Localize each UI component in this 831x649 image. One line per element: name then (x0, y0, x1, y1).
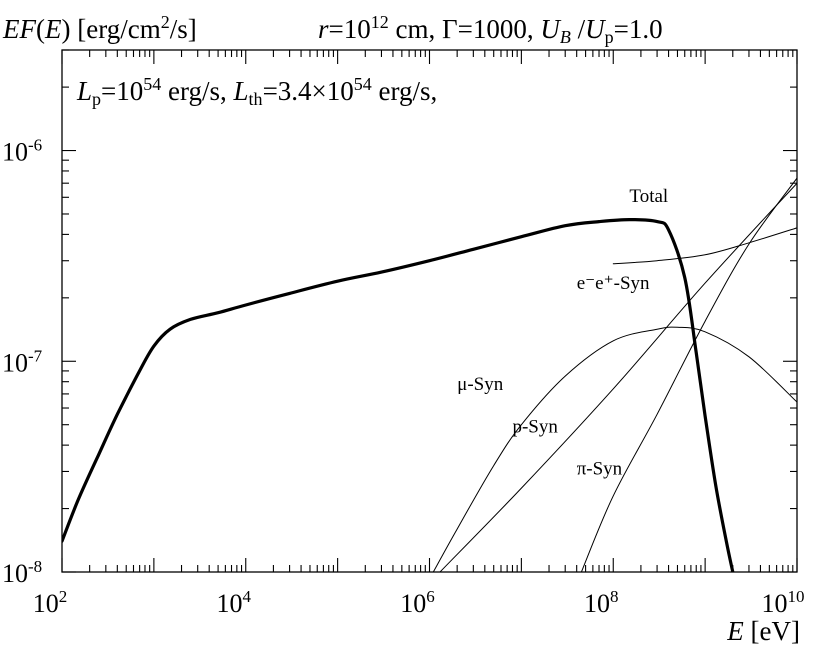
series-line-0 (62, 218, 735, 572)
luminosity-annotation: Lp=1054 erg/s, Lth=3.4×1054 erg/s, (76, 74, 437, 108)
x-tick-label: 106 (400, 587, 435, 618)
curve-label-0: Total (629, 186, 668, 207)
curve-label-2: μ-Syn (457, 374, 504, 395)
x-tick-label: 102 (33, 587, 68, 618)
series-line-4 (580, 177, 797, 572)
axis-tick-labels: 102 104 106 108 1010 10-8 10-7 10-6 (2, 135, 805, 618)
y-tick-label: 10-7 (2, 346, 43, 377)
x-tick-label: 104 (217, 587, 252, 618)
series-layer (62, 177, 797, 572)
x-axis-label: E [eV] (726, 616, 800, 646)
x-tick-label: 1010 (762, 587, 805, 618)
x-tick-label: 108 (584, 587, 619, 618)
axis-ticks (61, 49, 798, 573)
y-tick-label: 10-6 (2, 135, 42, 166)
curve-label-1: e⁻e⁺-Syn (577, 273, 650, 294)
series-line-2 (432, 326, 797, 572)
series-line-3 (439, 182, 797, 572)
y-tick-label: 10-8 (2, 557, 42, 588)
series-line-1 (612, 227, 797, 265)
chart-title: r=1012 cm, Γ=1000, UB /Up=1.0 (318, 12, 663, 46)
curve-labels: Total e⁻e⁺-Syn μ-Syn p-Syn π-Syn (457, 186, 668, 480)
y-axis-label: EF(E) [erg/cm2/s] (2, 12, 197, 44)
curve-label-3: p-Syn (512, 416, 558, 437)
plot-frame (61, 49, 798, 573)
curve-label-4: π-Syn (577, 459, 623, 480)
